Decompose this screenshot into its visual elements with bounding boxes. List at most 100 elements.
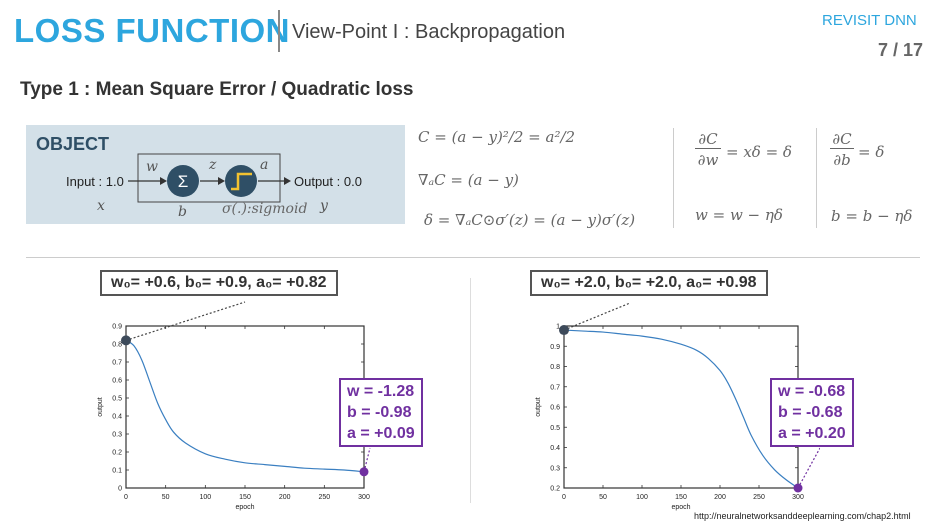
b-symbol: b	[178, 204, 187, 220]
left-y-axis-label: output	[97, 397, 104, 417]
left-start-leader	[125, 301, 246, 341]
right-final-a: a = +0.20	[778, 425, 846, 442]
weight-symbol: w	[146, 159, 158, 175]
page-number: 7 / 17	[878, 40, 924, 60]
cost-equation: C = (a − y)²/2 = a²/2	[418, 128, 576, 146]
output-arrowhead	[284, 177, 291, 185]
dcdb-numerator: ∂C	[830, 130, 854, 149]
right-y-tick-label: 0.4	[550, 445, 560, 452]
right-chart: 0 50 100 150 200 250 300 0.2 0.3 0.4 0.5 0.6 0.7 0.8 0…	[535, 302, 820, 511]
left-y-tick-label: 0.2	[112, 450, 122, 457]
left-initial-params: w₀= +0.6, b₀= +0.9, a₀= +0.82	[100, 270, 338, 296]
right-x-tick-label: 150	[675, 494, 687, 501]
delta-equation: δ = ∇ₐC⊙σ′(z) = (a − y)σ′(z)	[424, 211, 636, 229]
right-plot-frame	[563, 325, 799, 489]
sum-node	[167, 165, 199, 197]
right-y-tick-label: 1	[556, 324, 560, 331]
left-y-tick-label: 0.9	[112, 324, 122, 331]
left-chart: 0 50 100 150 200 250 300 0 0.1 0.2 0.3 0.4 0.5 0.6 0.7…	[97, 301, 371, 511]
right-x-tick-label: 300	[792, 494, 804, 501]
sigmoid-label: σ(.):sigmoid	[222, 201, 308, 217]
right-final-params: w = -0.68 b = -0.68 a = +0.20	[770, 378, 854, 447]
left-y-tick-label: 0.1	[112, 468, 122, 475]
sum-symbol: Σ	[178, 172, 189, 191]
left-y-tick-label: 0.3	[112, 432, 122, 439]
dcdw-numerator: ∂C	[695, 130, 721, 149]
gradient-equation: ∇ₐC = (a − y)	[418, 171, 519, 189]
revisit-link[interactable]: REVISIT DNN	[822, 12, 917, 29]
right-initial-params: w₀= +2.0, b₀= +2.0, a₀= +0.98	[530, 270, 768, 296]
slide-title: LOSS FUNCTION	[14, 12, 290, 49]
right-y-axis-label: output	[535, 397, 542, 417]
neuron-frame	[137, 153, 281, 203]
equation-divider-2	[816, 128, 817, 228]
left-x-tick-label: 100	[199, 494, 211, 501]
plots-divider	[470, 278, 471, 503]
right-end-leader	[797, 447, 820, 489]
input-arrowhead	[160, 177, 167, 185]
dcdb-denominator: ∂b	[833, 151, 851, 169]
right-final-b: b = -0.68	[778, 404, 843, 421]
right-y-tick-label: 0.8	[550, 364, 560, 371]
network-diagram: Σ	[128, 153, 291, 203]
slide-subtitle: View-Point I : Backpropagation	[292, 21, 566, 43]
right-x-tick-label: 50	[599, 494, 607, 501]
step-icon	[231, 172, 252, 191]
right-start-marker	[559, 325, 569, 336]
left-y-tick-label: 0	[118, 486, 122, 493]
left-y-tick-label: 0.4	[112, 414, 122, 421]
right-x-axis-label: epoch	[671, 504, 690, 511]
right-final-w: w = -0.68	[778, 383, 846, 400]
right-y-tick-label: 0.5	[550, 425, 560, 432]
right-output-curve	[563, 329, 799, 489]
left-final-a: a = +0.09	[347, 425, 415, 442]
object-panel	[26, 125, 405, 224]
z-arrowhead	[218, 177, 225, 185]
right-y-tick-label: 0.7	[550, 384, 560, 391]
left-start-marker	[121, 335, 131, 346]
left-final-params: w = -1.28 b = -0.98 a = +0.09	[339, 378, 423, 447]
a-symbol: a	[260, 157, 269, 173]
sigmoid-node	[225, 165, 257, 197]
left-y-tick-label: 0.5	[112, 396, 122, 403]
right-y-tick-label: 0.2	[550, 486, 560, 493]
x-symbol: x	[97, 198, 105, 214]
left-x-tick-label: 150	[239, 494, 251, 501]
left-final-b: b = -0.98	[347, 404, 412, 421]
left-y-tick-label: 0.6	[112, 378, 122, 385]
section-title: Type 1 : Mean Square Error / Quadratic l…	[20, 79, 414, 100]
right-x-tick-label: 100	[636, 494, 648, 501]
bias-update: b = b − ηδ	[831, 207, 913, 225]
z-symbol: z	[209, 157, 217, 173]
left-x-tick-label: 300	[358, 494, 370, 501]
left-y-tick-label: 0.7	[112, 360, 122, 367]
input-label: Input : 1.0	[66, 174, 124, 189]
left-x-axis-label: epoch	[235, 504, 254, 511]
title-divider	[278, 10, 280, 52]
right-y-tick-label: 0.6	[550, 405, 560, 412]
right-x-tick-label: 0	[562, 494, 566, 501]
left-final-w: w = -1.28	[347, 383, 415, 400]
right-y-tick-label: 0.3	[550, 465, 560, 472]
left-x-tick-label: 0	[124, 494, 128, 501]
left-y-tick-label: 0.8	[112, 342, 122, 349]
dcdw-rhs: = xδ = δ	[726, 143, 792, 161]
left-x-tick-label: 200	[279, 494, 291, 501]
right-end-marker	[793, 483, 803, 493]
equation-divider-1	[673, 128, 674, 228]
right-y-tick-label: 0.9	[550, 344, 560, 351]
dcdw-denominator: ∂w	[697, 151, 719, 169]
output-label: Output : 0.0	[294, 174, 362, 189]
dcdb-rhs: = δ	[858, 143, 885, 161]
left-plot-frame	[125, 325, 365, 489]
right-x-tick-label: 250	[753, 494, 765, 501]
section-divider	[26, 257, 920, 258]
left-x-tick-label: 250	[318, 494, 330, 501]
y-symbol: y	[320, 198, 328, 214]
left-x-tick-label: 50	[162, 494, 170, 501]
left-end-marker	[359, 467, 369, 477]
object-label: OBJECT	[36, 134, 110, 154]
source-url[interactable]: http://neuralnetworksanddeeplearning.com…	[694, 511, 911, 521]
left-output-curve	[125, 339, 365, 473]
weight-update: w = w − ηδ	[695, 206, 783, 224]
